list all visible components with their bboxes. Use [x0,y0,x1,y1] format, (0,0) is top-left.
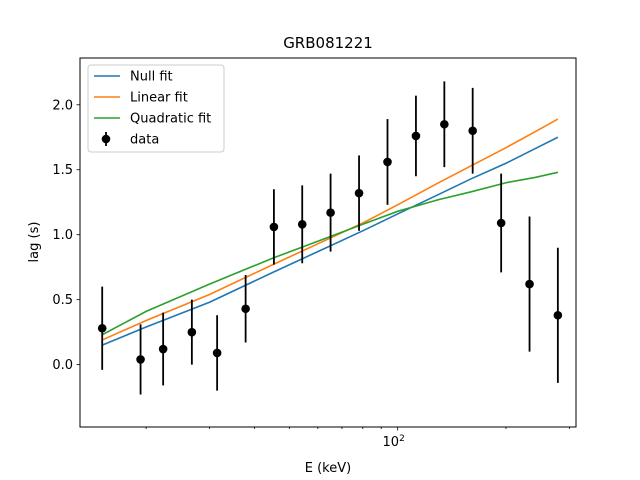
series-line-null-fit [101,136,559,346]
data-point [136,355,145,364]
series-line-linear-fit [101,118,559,341]
y-tick-label: 1.0 [52,228,73,243]
data-point [440,119,449,129]
chart-title: GRB081221 [283,34,373,52]
axes-frame [79,57,577,428]
x-axis-label: E (keV) [305,461,351,476]
data-point [496,218,506,228]
data-point [97,323,107,333]
legend-label: Linear fit [130,91,188,106]
data-point [468,126,477,136]
data-point [326,208,335,217]
y-tick-label: 0.0 [52,358,73,373]
data-point [212,348,222,358]
data-point [553,310,563,320]
data-point [383,157,392,167]
legend-label: data [130,133,159,148]
data-point [411,131,421,141]
legend: Null fit Linear fit Quadratic fit data [87,64,225,153]
y-tick-label: 0.5 [52,293,73,308]
data-point [269,222,279,232]
data-point [241,304,250,314]
legend-label: Quadratic fit [130,112,211,127]
x-axis: 102 [145,427,570,450]
y-axis: 0.0 0.5 1.0 1.5 2.0 [52,98,80,373]
data-point [297,220,307,229]
y-axis-label: lag (s) [27,222,42,263]
data-point [187,327,197,337]
data-point [354,188,364,198]
data-point [158,344,168,354]
y-tick-label: 1.5 [52,163,73,178]
legend-swatch-marker [101,134,111,144]
plot-content [97,81,563,395]
data-point [525,279,534,289]
series-line-quadratic-fit [101,171,559,336]
legend-box [87,64,225,153]
x-tick-label: 102 [383,434,405,450]
legend-label: Null fit [130,70,173,85]
y-tick-label: 2.0 [52,98,73,113]
